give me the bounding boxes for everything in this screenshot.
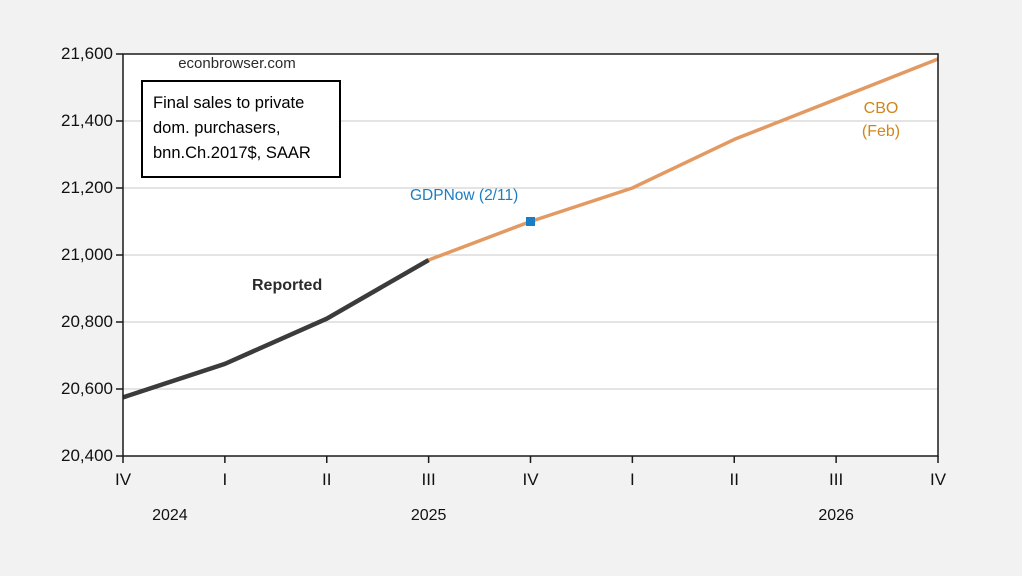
marker-gdpnow-2-11- bbox=[526, 217, 535, 226]
series-line-cbo-feb- bbox=[428, 57, 939, 262]
series-line-reported bbox=[122, 258, 430, 400]
